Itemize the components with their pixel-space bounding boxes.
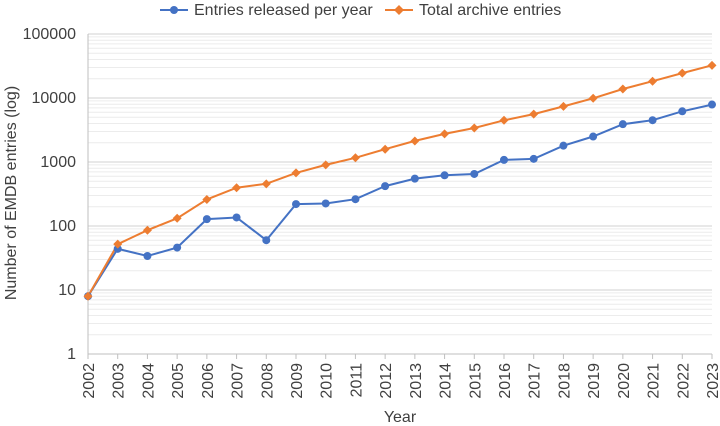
axes: 1 10 100 1000 10000 100000 2002 2003 2004 2005 200… <box>23 26 720 399</box>
x-tick-label: 2023 <box>705 363 720 399</box>
data-point-released[interactable] <box>440 171 449 180</box>
data-point-total[interactable] <box>172 213 182 223</box>
data-point-released[interactable] <box>708 100 716 109</box>
x-tick-label: 2021 <box>646 363 663 399</box>
legend[interactable]: Entries released per year Total archive … <box>160 2 561 19</box>
data-point-total[interactable] <box>469 123 479 133</box>
y-tick-label: 10000 <box>32 90 77 107</box>
data-point-released[interactable] <box>381 182 390 191</box>
x-axis-title: Year <box>384 409 417 426</box>
series-lines <box>83 60 717 301</box>
x-tick-label: 2003 <box>111 363 128 399</box>
data-point-released[interactable] <box>113 244 122 253</box>
data-point-released[interactable] <box>351 195 360 204</box>
legend-label-total: Total archive entries <box>419 2 561 19</box>
data-point-total[interactable] <box>261 179 271 189</box>
data-point-released[interactable] <box>262 236 271 245</box>
x-tick-label: 2008 <box>259 363 276 399</box>
x-tick-label: 2017 <box>527 363 544 399</box>
data-point-released[interactable] <box>678 107 687 116</box>
data-point-total[interactable] <box>202 194 212 204</box>
x-tick-label: 2014 <box>438 363 455 399</box>
data-point-total[interactable] <box>350 153 360 163</box>
x-tick-label: 2007 <box>230 363 247 399</box>
data-point-total[interactable] <box>380 144 390 154</box>
series-line-0 <box>87 103 713 297</box>
data-point-released[interactable] <box>500 155 508 164</box>
x-tick-label: 2013 <box>408 363 425 399</box>
x-tick-label: 2010 <box>319 363 336 399</box>
data-point-released[interactable] <box>618 120 627 129</box>
x-tick-label: 2016 <box>497 363 514 399</box>
data-point-total[interactable] <box>648 76 658 86</box>
legend-swatch-marker-total <box>394 5 404 15</box>
data-point-released[interactable] <box>648 116 657 125</box>
data-point-total[interactable] <box>440 129 450 139</box>
data-point-released[interactable] <box>559 141 568 150</box>
data-point-released[interactable] <box>470 169 479 178</box>
data-point-released[interactable] <box>292 200 300 209</box>
x-tick-label: 2004 <box>140 363 157 399</box>
x-tick-label: 2006 <box>200 363 217 399</box>
grid <box>88 33 712 355</box>
y-tick-label: 10 <box>58 282 76 299</box>
data-point-released[interactable] <box>143 251 152 260</box>
data-point-released[interactable] <box>173 243 182 252</box>
data-point-total[interactable] <box>707 60 717 70</box>
x-tick-label: 2020 <box>616 363 633 399</box>
data-point-total[interactable] <box>618 84 628 94</box>
x-tick-label: 2019 <box>586 363 603 399</box>
x-tick-label: 2012 <box>378 363 395 399</box>
data-point-released[interactable] <box>202 215 211 224</box>
y-tick-label: 1 <box>67 346 76 363</box>
legend-label-released: Entries released per year <box>194 2 373 19</box>
data-point-total[interactable] <box>83 291 93 301</box>
data-point-total[interactable] <box>558 101 568 111</box>
data-point-total[interactable] <box>321 160 331 170</box>
y-axis-title: Number of EMDB entries (log) <box>3 86 20 300</box>
data-point-total[interactable] <box>499 115 509 125</box>
x-tick-label: 2005 <box>170 363 187 399</box>
x-tick-label: 2002 <box>81 363 98 399</box>
x-tick-label: 2018 <box>556 363 573 399</box>
data-point-total[interactable] <box>113 239 123 249</box>
data-point-released[interactable] <box>589 132 598 141</box>
data-point-total[interactable] <box>588 93 598 103</box>
series-line-1 <box>87 64 713 297</box>
data-point-total[interactable] <box>677 68 687 78</box>
y-tick-label: 100 <box>49 218 76 235</box>
data-point-released[interactable] <box>232 213 241 222</box>
y-tick-label: 100000 <box>23 26 76 43</box>
data-point-total[interactable] <box>291 168 301 178</box>
y-tick-label: 1000 <box>40 154 76 171</box>
x-tick-label: 2011 <box>348 363 365 398</box>
data-point-released[interactable] <box>529 154 538 163</box>
data-point-total[interactable] <box>410 136 420 146</box>
data-point-released[interactable] <box>410 174 419 183</box>
x-tick-label: 2022 <box>675 363 692 399</box>
x-tick-label: 2015 <box>467 363 484 399</box>
x-tick-label: 2009 <box>289 363 306 399</box>
data-point-total[interactable] <box>232 183 242 193</box>
data-point-total[interactable] <box>142 225 152 235</box>
data-point-total[interactable] <box>529 109 539 119</box>
legend-swatch-marker-released <box>170 6 178 14</box>
data-point-released[interactable] <box>321 199 330 208</box>
